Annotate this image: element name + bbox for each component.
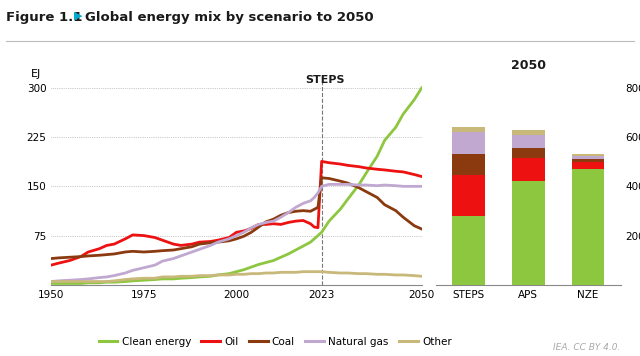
Bar — [572, 159, 604, 162]
Bar — [512, 135, 545, 148]
Bar — [512, 181, 545, 285]
Text: IEA. CC BY 4.0.: IEA. CC BY 4.0. — [554, 344, 621, 352]
Bar — [572, 162, 604, 169]
Legend: Clean energy, Oil, Coal, Natural gas, Other: Clean energy, Oil, Coal, Natural gas, Ot… — [95, 333, 456, 351]
Bar — [452, 132, 485, 154]
Text: Global energy mix by scenario to 2050: Global energy mix by scenario to 2050 — [85, 11, 374, 24]
Bar — [452, 216, 485, 285]
Bar — [572, 156, 604, 159]
Text: STEPS: STEPS — [305, 75, 345, 85]
Title: 2050: 2050 — [511, 59, 546, 72]
Bar — [512, 130, 545, 135]
Text: ▶: ▶ — [74, 11, 82, 21]
Text: Figure 1.1: Figure 1.1 — [6, 11, 88, 24]
Bar — [452, 127, 485, 132]
Bar — [452, 154, 485, 175]
Bar — [572, 153, 604, 156]
Bar — [512, 148, 545, 158]
Bar — [512, 158, 545, 181]
Y-axis label: EJ: EJ — [31, 69, 42, 79]
Bar — [452, 175, 485, 216]
Bar — [572, 169, 604, 285]
